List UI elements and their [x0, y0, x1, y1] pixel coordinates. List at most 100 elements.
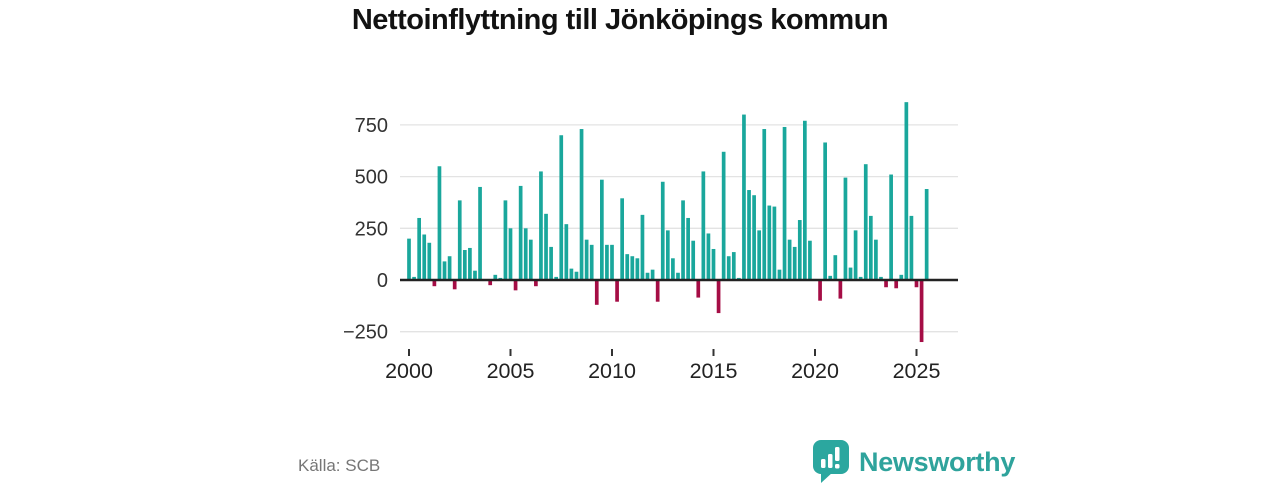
bar-positive [523, 228, 528, 280]
bar-positive [635, 258, 640, 280]
bar-positive [665, 230, 670, 280]
bar-positive [620, 198, 624, 280]
bar-positive [777, 269, 782, 280]
newsworthy-brand: Newsworthy [812, 440, 1015, 484]
bar-positive [909, 215, 914, 280]
bar-positive [879, 276, 883, 280]
bar-positive [625, 254, 630, 280]
bar-negative [615, 280, 619, 302]
bar-positive [539, 171, 543, 280]
bar-positive [671, 258, 675, 280]
x-axis-tick-label: 2020 [791, 359, 839, 383]
bar-positive [833, 255, 838, 280]
bar-positive [772, 206, 777, 280]
bar-positive [853, 230, 858, 280]
bar-positive [554, 276, 559, 280]
bar-negative [914, 280, 919, 288]
bar-positive [691, 240, 696, 280]
y-axis-tick-label: 750 [355, 115, 388, 137]
bar-positive [640, 214, 645, 280]
bar-positive [808, 240, 812, 280]
bar-positive [762, 129, 767, 280]
bar-positive [787, 239, 792, 280]
bar-positive [630, 256, 635, 280]
bar-negative [488, 280, 493, 286]
bar-positive [874, 239, 878, 280]
bar-positive [797, 220, 802, 280]
bar-positive [701, 171, 706, 280]
y-axis-tick-label: 500 [355, 167, 388, 189]
x-axis-tick-label: 2000 [385, 359, 433, 383]
bar-positive [686, 217, 690, 280]
bar-positive [757, 230, 762, 280]
bar-positive [681, 200, 685, 280]
bar-negative [452, 280, 457, 290]
bar-positive [457, 200, 462, 280]
bar-positive [924, 189, 929, 280]
bar-positive [407, 238, 411, 280]
chart-title: Nettoinflyttning till Jönköpings kommun [351, 4, 889, 36]
bar-positive [610, 244, 614, 280]
bar-positive [711, 248, 716, 280]
bar-positive [858, 276, 863, 280]
bar-positive [473, 270, 477, 280]
bar-positive [503, 200, 508, 280]
bar-positive [747, 190, 751, 280]
bar-positive [589, 244, 594, 280]
bar-positive [868, 215, 873, 280]
bar-positive [600, 179, 604, 280]
bar-positive [792, 246, 797, 280]
bar-positive [904, 102, 909, 281]
bar-positive [508, 228, 513, 280]
logo-exclamation-dot [835, 464, 840, 469]
bar-positive [559, 135, 564, 280]
x-axis-tick-label: 2015 [690, 359, 738, 383]
bar-negative [716, 280, 721, 314]
bar-positive [437, 166, 442, 280]
newsworthy-wordmark: Newsworthy [859, 446, 1016, 477]
bar-positive [752, 195, 756, 280]
bar-negative [838, 280, 843, 299]
y-axis-tick-label: −250 [343, 322, 388, 344]
bar-chart: 750 500 250 0 −250 2000 2005 2010 2015 2020 2025 [343, 102, 958, 383]
bar-positive [412, 276, 416, 280]
bar-positive [823, 142, 827, 280]
bar-positive [422, 234, 427, 280]
bar-positive [518, 185, 523, 280]
bar-positive [462, 250, 467, 280]
bar-negative [594, 280, 599, 305]
bar-negative [432, 280, 437, 287]
x-axis-tick-label: 2010 [588, 359, 636, 383]
bar-positive [706, 233, 711, 280]
bar-positive [478, 186, 482, 280]
bar-negative [919, 280, 924, 343]
bar-positive [549, 246, 553, 280]
bar-positive [843, 177, 848, 280]
source-note: Källa: SCB [298, 456, 381, 475]
bar-positive [660, 181, 665, 280]
bar-positive [468, 247, 472, 280]
newsworthy-logo-icon [813, 440, 849, 483]
bar-positive [848, 267, 853, 280]
bar-positive [544, 213, 548, 280]
bar-negative [696, 280, 701, 298]
bar-positive [767, 205, 772, 280]
bar-positive [721, 151, 726, 280]
bar-positive [676, 272, 680, 280]
bar-positive [863, 164, 868, 280]
bar-positive [447, 256, 452, 280]
bar-positive [803, 120, 807, 280]
y-axis-tick-label: 250 [355, 218, 388, 240]
bar-negative [534, 280, 538, 287]
bar-positive [528, 239, 533, 280]
bar-positive [427, 242, 432, 280]
bar-negative [894, 280, 899, 289]
bar-positive [899, 274, 904, 280]
bar-positive [579, 129, 584, 280]
bar-positive [742, 114, 746, 280]
bar-positive [650, 269, 655, 280]
bar-positive [645, 272, 650, 280]
bar-negative [513, 280, 518, 291]
bar-positive [493, 274, 498, 280]
bar-positive [417, 217, 421, 280]
